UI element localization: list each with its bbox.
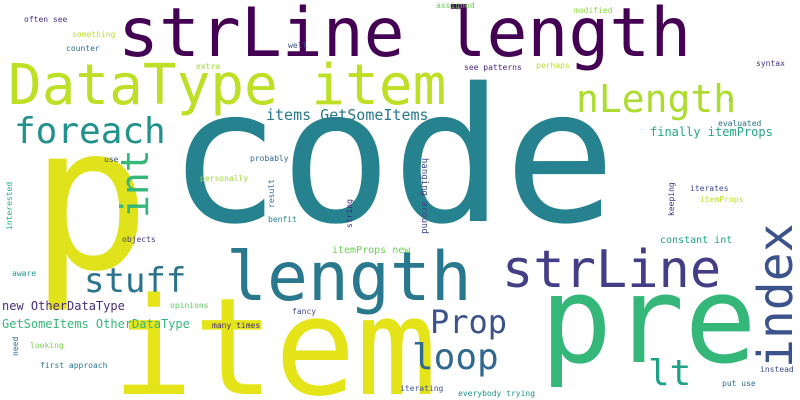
word-iterating: iterating [400,384,444,393]
word-probably: probably [250,154,289,163]
word-itemprops-new: itemProps new [332,245,411,256]
word-see-patterns: see patterns [464,63,522,72]
word-length: length [226,238,472,317]
word-many-times: many times [212,321,261,330]
word-perhaps: perhaps [536,61,570,70]
word-personally: personally [200,174,249,183]
word-instead: instead [760,365,794,374]
word-code: code [168,48,616,265]
word-counter: counter [66,44,100,53]
word-objects: objects [122,235,156,244]
word-syntax: syntax [756,59,785,68]
word-nlength: nLength [576,77,737,121]
word-extra: extra [196,62,221,71]
word-pre: pre [540,252,757,391]
word-prop: Prop [430,303,508,341]
word-well: well [288,41,308,50]
word-loop: loop [412,337,499,378]
word-stuff: stuff [84,261,187,301]
word-new-otherdatatype: new OtherDataType [2,299,125,313]
word-itemprops: itemProps [700,195,744,204]
word-modified: modified [574,6,613,15]
word-use: use [104,155,119,164]
word-p: p [30,83,151,316]
word-strline-length: strLine length [118,0,692,73]
word-first-approach: first approach [40,361,108,370]
word-items-getsomeitems: items GetSomeItems [266,106,429,124]
word-everybody-trying: everybody trying [458,389,536,398]
word-assigned: assigned [436,1,475,10]
word-item: item [112,269,438,400]
word-constant-int: constant int [660,235,733,246]
word-iterates: iterates [690,184,729,193]
word-benfit: benfit [268,215,297,224]
word-strline: strLine [502,240,722,300]
word-interested: interested [5,181,14,230]
word-c: c [728,95,733,104]
word-put-use: put use [722,379,756,388]
word-string: string [345,199,354,228]
word-int: int [113,149,157,218]
word-lt: lt [648,353,692,394]
word-hanging-around: hanging around [419,158,429,234]
word-evaluated: evaluated [718,119,762,128]
word-need: need [11,336,20,356]
word-aware: aware [12,269,37,278]
word-opinions: opinions [170,301,209,310]
word-fancy: fancy [292,307,317,316]
word-foreach: foreach [14,111,166,152]
word-getsomeitems-otherdatatype: GetSomeItems OtherDataType [2,317,190,331]
word-index: index [748,223,800,369]
word-keeping: keeping [667,182,676,216]
word-result: result [267,179,276,208]
word-looking: looking [30,341,64,350]
word-something: something [72,30,116,39]
word-finally-itemprops: finally itemProps [650,125,773,139]
word-datatype-item: DataType item [8,53,447,118]
word-often-see: often see [24,15,68,24]
